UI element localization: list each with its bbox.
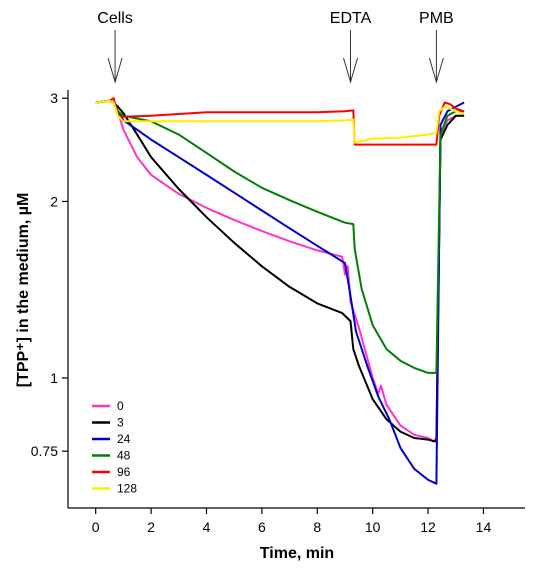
series-line-96 bbox=[95, 97, 465, 146]
annotation-label: EDTA bbox=[330, 10, 372, 27]
legend-label-0: 0 bbox=[117, 399, 124, 413]
annotation-edta: EDTA bbox=[330, 10, 372, 84]
legend-label-3: 3 bbox=[117, 416, 124, 430]
legend: 0 3 24 48 96 128 bbox=[92, 399, 137, 496]
x-tick-label: 14 bbox=[476, 519, 492, 535]
x-tick-label: 2 bbox=[147, 519, 155, 535]
annotation-label: PMB bbox=[419, 10, 454, 27]
series-line-24 bbox=[95, 99, 465, 485]
x-tick-label: 10 bbox=[365, 519, 381, 535]
x-tick-label: 8 bbox=[313, 519, 321, 535]
annotation-pmb: PMB bbox=[419, 10, 454, 84]
annotation-label: Cells bbox=[97, 10, 133, 27]
series-line-3 bbox=[95, 99, 465, 443]
series-line-0 bbox=[95, 99, 465, 443]
legend-label-48: 48 bbox=[117, 449, 131, 463]
x-axis-title: Time, min bbox=[260, 545, 334, 562]
annotation-arrowhead bbox=[428, 57, 444, 84]
series-line-128 bbox=[95, 99, 465, 144]
x-tick-label: 6 bbox=[258, 519, 266, 535]
x-tick-label: 4 bbox=[203, 519, 211, 535]
x-tick-label: 0 bbox=[92, 519, 100, 535]
y-axis-title: [TPP⁺] in the medium, µM bbox=[15, 193, 32, 388]
y-tick-label: 0.75 bbox=[31, 443, 58, 459]
legend-label-24: 24 bbox=[117, 432, 131, 446]
x-tick-label: 12 bbox=[420, 519, 436, 535]
legend-label-128: 128 bbox=[117, 482, 137, 496]
annotations: Cells EDTA PMB bbox=[97, 10, 454, 84]
annotation-arrowhead bbox=[107, 57, 123, 84]
y-tick-label: 3 bbox=[50, 90, 58, 106]
series-layer bbox=[95, 97, 465, 485]
y-tick-label: 2 bbox=[50, 193, 58, 209]
y-tick-label: 1 bbox=[50, 370, 58, 386]
annotation-arrowhead bbox=[343, 57, 358, 84]
legend-label-96: 96 bbox=[117, 465, 131, 479]
annotation-cells: Cells bbox=[97, 10, 133, 84]
